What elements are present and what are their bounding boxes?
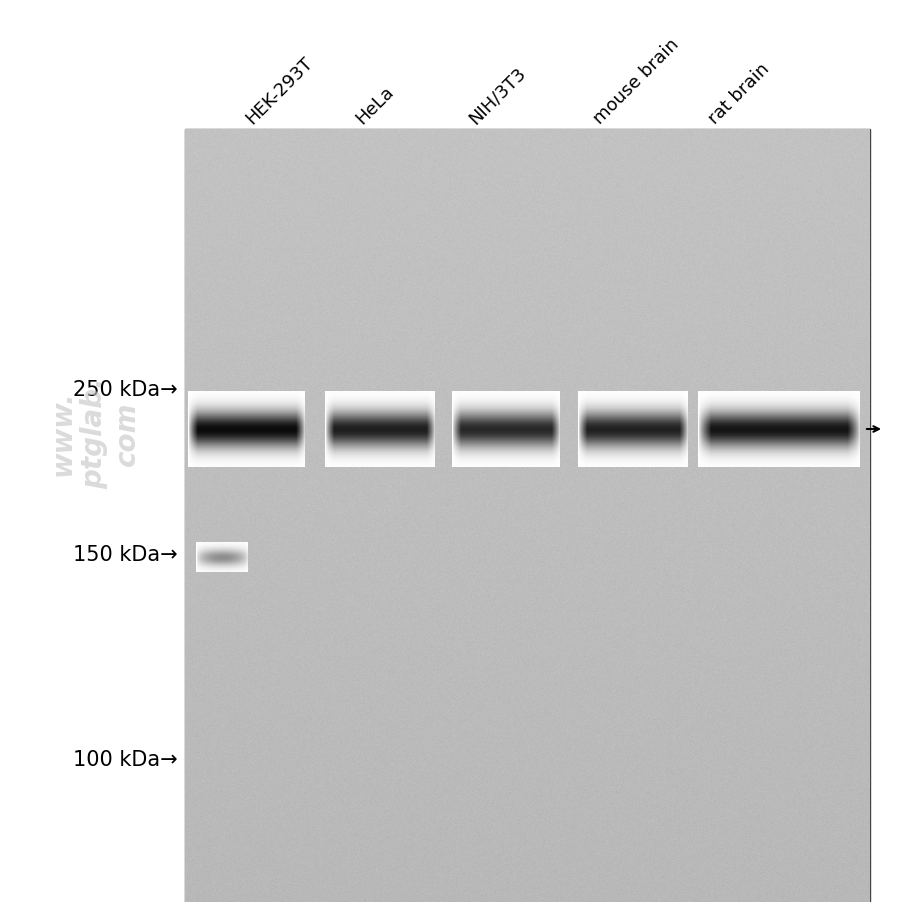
Text: HeLa: HeLa (352, 83, 398, 128)
Text: mouse brain: mouse brain (590, 35, 683, 128)
Text: rat brain: rat brain (706, 60, 773, 128)
Bar (185, 130, 870, 902)
Text: 100 kDa→: 100 kDa→ (74, 750, 178, 769)
Text: HEK-293T: HEK-293T (242, 54, 316, 128)
Text: 150 kDa→: 150 kDa→ (74, 545, 178, 565)
Text: www.
ptglab.
com: www. ptglab. com (48, 377, 141, 489)
Text: 250 kDa→: 250 kDa→ (74, 380, 178, 400)
Text: NIH/3T3: NIH/3T3 (465, 64, 529, 128)
